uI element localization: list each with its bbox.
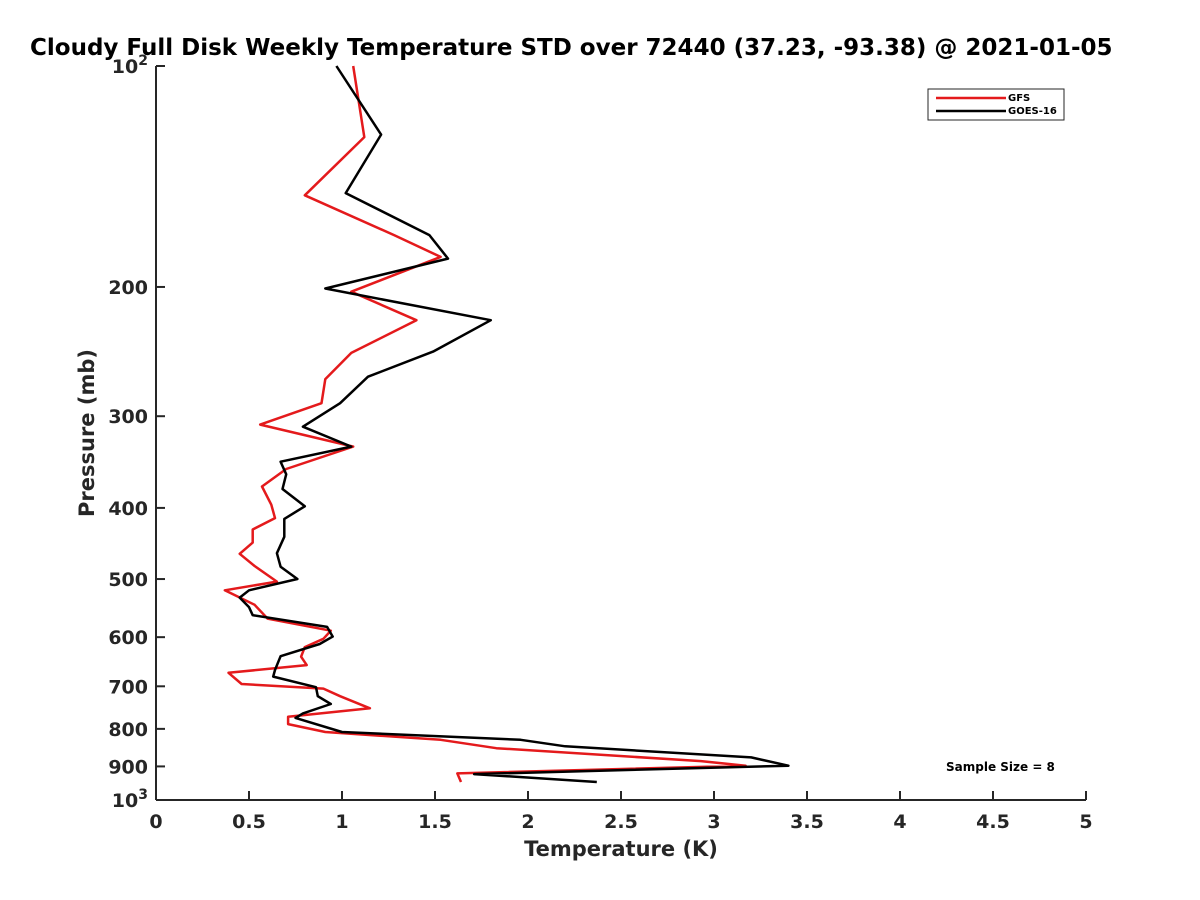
- x-axis-title: Temperature (K): [524, 837, 718, 861]
- series-line-goes16: [238, 65, 790, 784]
- x-ticks: 0 0.5 1 1.5 2 2.5 3 3.5 4 4.5 5: [149, 791, 1093, 833]
- x-tick-label: 5: [1079, 811, 1092, 833]
- legend-label-goes16: GOES-16: [1008, 106, 1057, 117]
- x-tick-label: 4: [893, 811, 906, 833]
- legend-box: [927, 88, 1065, 121]
- y-tick-label: 700: [108, 676, 148, 698]
- x-tick-label: 3.5: [790, 811, 824, 833]
- plot-area: 0 0.5 1 1.5 2 2.5 3 3.5 4 4.5 5 102 200 300 400 500 600…: [108, 53, 1092, 833]
- series-lines: [223, 65, 790, 784]
- y-tick-label: 400: [108, 498, 148, 520]
- y-tick-label: 600: [108, 627, 148, 649]
- sample-size-annotation: Sample Size = 8: [946, 760, 1055, 774]
- x-tick-label: 3: [707, 811, 720, 833]
- x-tick-label: 0.5: [232, 811, 266, 833]
- legend-label-gfs: GFS: [1008, 93, 1030, 104]
- legend: GFS GOES-16: [927, 88, 1065, 121]
- y-axis-title: Pressure (mb): [75, 349, 99, 517]
- y-tick-label: 103: [112, 787, 148, 812]
- y-tick-label: 102: [112, 53, 148, 78]
- y-tick-label: 200: [108, 277, 148, 299]
- y-tick-label: 800: [108, 719, 148, 741]
- x-tick-label: 1: [335, 811, 348, 833]
- y-ticks: 102 200 300 400 500 600 700 800 900 103: [108, 53, 165, 812]
- y-tick-label: 900: [108, 756, 148, 778]
- series-line-gfs: [223, 65, 747, 783]
- chart-title: Cloudy Full Disk Weekly Temperature STD …: [30, 35, 1113, 61]
- x-tick-label: 1.5: [418, 811, 452, 833]
- x-tick-label: 0: [149, 811, 162, 833]
- y-tick-label: 300: [108, 406, 148, 428]
- x-tick-label: 2: [521, 811, 534, 833]
- y-tick-label: 500: [108, 569, 148, 591]
- x-tick-label: 4.5: [976, 811, 1010, 833]
- x-tick-label: 2.5: [604, 811, 638, 833]
